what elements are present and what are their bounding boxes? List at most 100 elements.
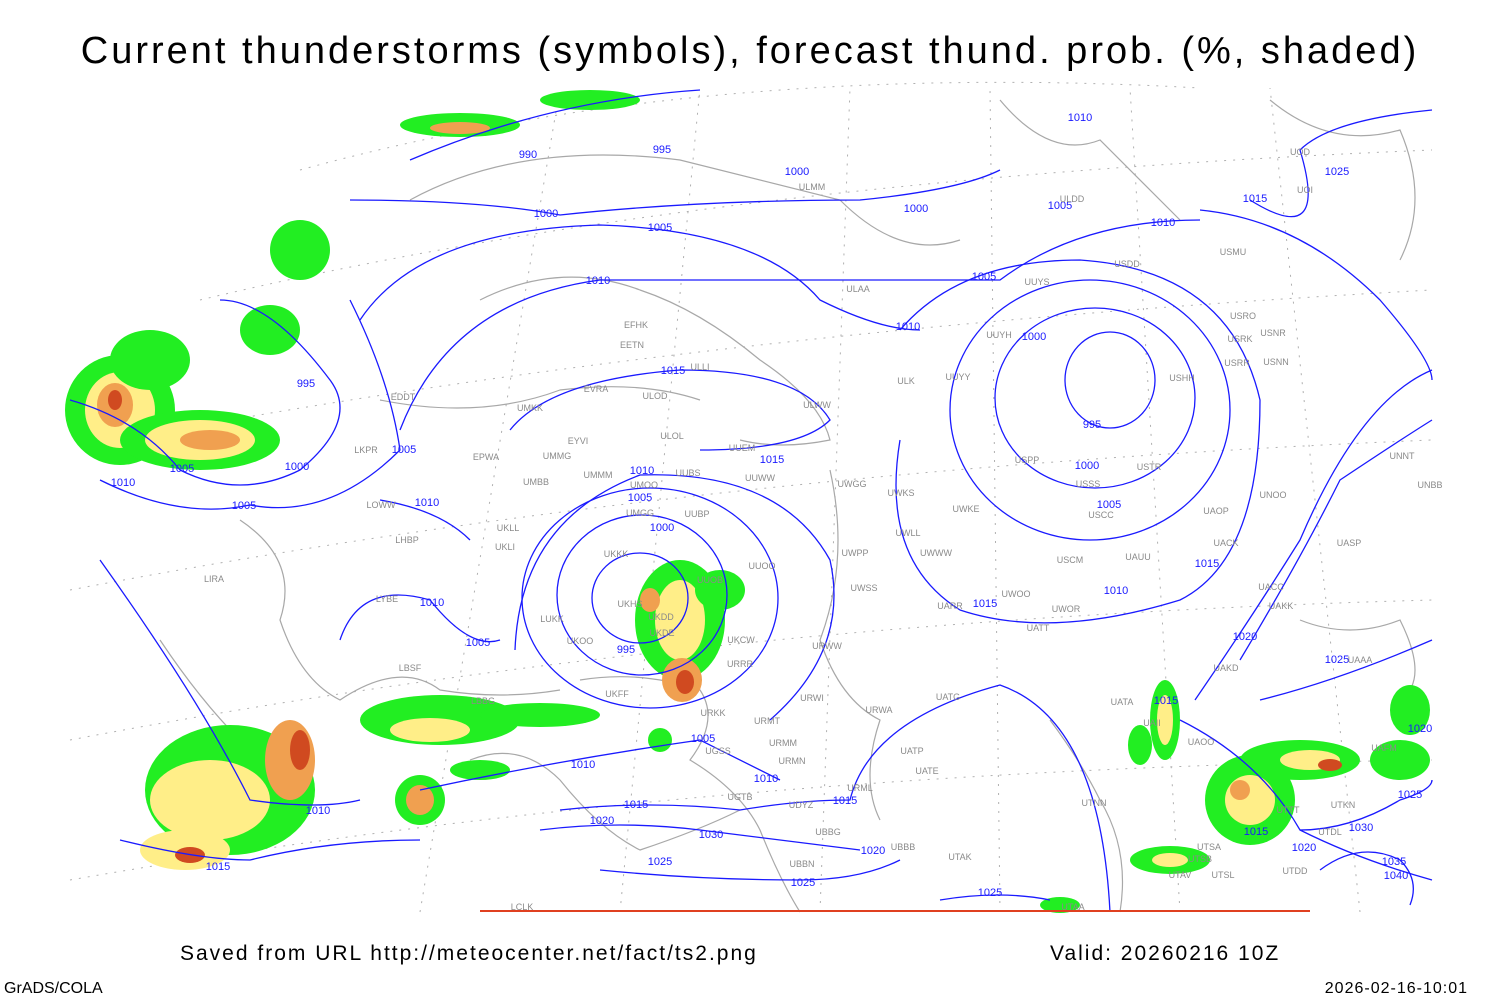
station-label: UKHS <box>617 599 642 609</box>
station-label: ULLI <box>690 362 709 372</box>
isobar-label: 1020 <box>1408 723 1432 735</box>
isobar-label: 1020 <box>590 815 614 827</box>
station-label: UWWW <box>920 548 952 558</box>
isobar-label: 1025 <box>648 856 672 868</box>
isobar-label: 1010 <box>420 597 444 609</box>
station-label: UTAV <box>1169 870 1192 880</box>
valid-time-text: Valid: 20260216 10Z <box>1050 942 1281 965</box>
isobar-label: 1015 <box>973 598 997 610</box>
isobar-label: 1020 <box>861 845 885 857</box>
isobar-label: 1005 <box>691 733 715 745</box>
station-label: UWKE <box>953 504 980 514</box>
station-label: UATE <box>915 766 938 776</box>
station-label: LYBE <box>376 594 398 604</box>
isobar-label: 1005 <box>628 492 652 504</box>
station-label: UBBN <box>789 859 814 869</box>
isobar-label: 1015 <box>661 365 685 377</box>
isobar-label: 995 <box>617 644 635 656</box>
station-label: UATA <box>1111 697 1134 707</box>
prob-low-area <box>648 728 672 752</box>
station-label: ULOD <box>642 391 668 401</box>
station-label: UMOO <box>630 480 658 490</box>
station-label: URMN <box>779 756 806 766</box>
isobar-label: 1015 <box>1195 558 1219 570</box>
station-label: UGSS <box>705 746 731 756</box>
prob-mid-area <box>390 718 470 742</box>
station-label: USNN <box>1263 357 1289 367</box>
map-bottom-edge <box>480 910 1310 912</box>
station-label: UTDD <box>1283 866 1308 876</box>
station-label: UTSL <box>1211 870 1234 880</box>
station-label: UUWW <box>745 473 775 483</box>
station-label: USNR <box>1260 328 1286 338</box>
isobar-label: 995 <box>653 144 671 156</box>
station-label: UWOO <box>1002 589 1031 599</box>
station-label: LOWW <box>367 500 397 510</box>
prob-low-area <box>1128 725 1152 765</box>
isobar-label: 995 <box>1083 419 1101 431</box>
isobar-label: 1000 <box>785 166 809 178</box>
isobar-label: 1030 <box>699 829 723 841</box>
station-label: ULOL <box>660 431 684 441</box>
station-label: UGTB <box>727 792 752 802</box>
station-label: EDDT <box>391 392 416 402</box>
isobar-label: 1010 <box>571 759 595 771</box>
isobar-label: 1005 <box>170 463 194 475</box>
prob-low-area <box>1370 740 1430 780</box>
isobar-label: 1025 <box>1325 654 1349 666</box>
station-label: UDYZ <box>789 800 814 810</box>
isobar-label: 1015 <box>1244 826 1268 838</box>
station-label: URMT <box>754 716 780 726</box>
station-label: UTNN <box>1082 798 1107 808</box>
station-label: UAKK <box>1269 601 1294 611</box>
isobar-label: 1015 <box>1243 193 1267 205</box>
station-label: UUYS <box>1024 277 1049 287</box>
station-label: ULMM <box>799 182 826 192</box>
station-label: USTR <box>1137 462 1162 472</box>
isobars <box>69 89 1433 913</box>
prob-low-area <box>240 305 300 355</box>
chart-title: Current thunderstorms (symbols), forecas… <box>80 30 1420 72</box>
isobar-label: 1015 <box>833 795 857 807</box>
map-labels: 990 995 1000 1000 1005 1000 1010 1005 1010 1015 10… <box>111 112 1443 912</box>
station-label: UASP <box>1337 538 1362 548</box>
station-label: UUEM <box>729 443 756 453</box>
isobar-label: 1010 <box>306 805 330 817</box>
station-label: UUYH <box>986 330 1012 340</box>
isobar-label: 1010 <box>630 465 654 477</box>
station-label: UARR <box>937 601 963 611</box>
station-label: UTDL <box>1318 827 1342 837</box>
prob-mid-area <box>655 580 705 660</box>
thunderstorm-probability-shading <box>65 90 1430 913</box>
station-label: UKKK <box>604 549 629 559</box>
isobar-label: 1010 <box>586 275 610 287</box>
station-label: UUOO <box>749 561 776 571</box>
station-label: EYVI <box>568 436 589 446</box>
station-label: UKFF <box>605 689 629 699</box>
isobar-label: 1010 <box>754 773 778 785</box>
station-label: UWPP <box>842 548 869 558</box>
station-label: UUBS <box>675 468 700 478</box>
prob-high-area <box>430 122 490 134</box>
prob-mid-area <box>1157 695 1173 745</box>
station-label: UWLL <box>895 528 920 538</box>
prob-low-area <box>270 220 330 280</box>
station-label: UATT <box>1027 623 1050 633</box>
isobar-label: 995 <box>297 378 315 390</box>
station-label: UUOB <box>697 575 723 585</box>
station-label: UACC <box>1258 582 1284 592</box>
station-label: URRR <box>727 659 753 669</box>
station-label: LIRA <box>204 574 224 584</box>
station-label: UKOO <box>567 636 594 646</box>
station-label: UKDD <box>648 612 674 622</box>
station-label: UNOO <box>1260 490 1287 500</box>
station-label: EETN <box>620 340 644 350</box>
prob-max-area <box>1318 759 1342 771</box>
station-label: URKK <box>700 708 725 718</box>
station-label: UOD <box>1290 147 1311 157</box>
station-label: ULWW <box>803 400 831 410</box>
station-label: UWKS <box>888 488 915 498</box>
isobar-label: 1005 <box>648 222 672 234</box>
station-label: UTAA <box>1061 902 1084 912</box>
